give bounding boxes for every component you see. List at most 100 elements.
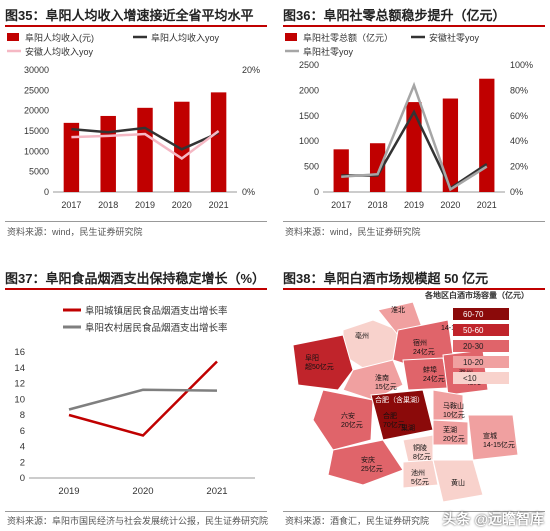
fig38-map-region-9 [432, 389, 464, 421]
fig35-ytick-2: 10000 [24, 146, 49, 156]
panel-fig37: 图37：阜阳食品烟酒支出保持稳定增长（%） 阜阳城镇居民食品烟酒支出增长率 阜阳农… [5, 268, 268, 530]
fig35-line-2 [71, 129, 220, 160]
fig35-y2tick-0: 0% [242, 187, 255, 197]
fig35-bar-1 [100, 115, 116, 192]
fig38-map-region-14 [402, 459, 439, 489]
fig35-title-rule [5, 25, 267, 27]
fig35-xtick-1: 2018 [98, 200, 118, 210]
fig37-ytick-7: 14 [14, 363, 25, 374]
panel-fig36: 图36：阜阳社零总额稳步提升（亿元） 阜阳社零总额（亿元） 安徽社零yoy 阜阳社零… [283, 5, 545, 237]
fig38-region-name-9: 合肥 [383, 411, 397, 420]
fig38-region-name-8: 六安 [341, 411, 355, 420]
fig35-ytick-4: 20000 [24, 106, 49, 116]
fig36-legend-label-1: 安徽社零yoy [429, 32, 480, 43]
fig36-y2tick-3: 60% [510, 111, 528, 121]
fig38-map-region-5 [402, 357, 449, 391]
fig35-bar-4 [210, 92, 227, 192]
fig36-title: 图36：阜阳社零总额稳步提升（亿元） [283, 8, 506, 23]
fig38-region-value-9: 70亿元 [383, 420, 405, 429]
fig36-ytick-0: 0 [314, 187, 319, 197]
fig38-map-region-13 [327, 439, 404, 486]
fig38-map-region-3 [292, 334, 354, 391]
fig37-title-rule [5, 288, 267, 290]
fig38-region-name-2: 宿州 [413, 338, 427, 347]
fig38-source-rule [283, 511, 545, 512]
fig36-ytick-4: 2000 [299, 85, 319, 95]
watermark: 头条 @远瞻智库 [442, 511, 544, 527]
fig35-ytick-1: 5000 [29, 167, 49, 177]
fig36-bar-3 [442, 98, 459, 192]
fig36-title-rule [283, 25, 545, 27]
fig35-legend-label-1: 阜阳人均收入yoy [151, 32, 220, 43]
fig37-ytick-5: 10 [14, 394, 25, 405]
fig38-center-label: 合肥（含巢湖） [375, 395, 424, 404]
fig38-region-value-8: 20亿元 [341, 420, 363, 429]
fig36-xtick-0: 2017 [331, 200, 351, 210]
fig37-line-1 [68, 388, 218, 411]
fig38-legend-swatch-4 [453, 372, 509, 384]
fig35-xtick-0: 2017 [61, 200, 81, 210]
fig36-y2tick-5: 100% [510, 60, 533, 70]
fig37-ytick-6: 12 [14, 379, 25, 390]
fig35-bar-2 [137, 107, 153, 192]
fig38-map: 淮北亳州宿州24亿元14-15亿元阜阳超50亿元蚌埠24亿元淮南15亿元滁州25… [292, 290, 529, 503]
fig38-legend-title: 各地区白酒市场容量（亿元） [424, 290, 529, 300]
fig35-ytick-3: 15000 [24, 126, 49, 136]
fig38-map-region-7 [312, 389, 374, 451]
fig38-region-name-17: 巢湖 [401, 423, 415, 432]
fig36-legend-label-2: 阜阳社零yoy [303, 46, 354, 57]
fig38-legend-swatch-2 [453, 340, 509, 352]
fig38-region-value-10: 10亿元 [443, 410, 465, 419]
fig36-y2tick-2: 40% [510, 136, 528, 146]
fig38-region-name-14: 安庆 [361, 455, 375, 464]
fig38-region-name-15: 池州 [411, 468, 425, 477]
fig36-xtick-4: 2021 [477, 200, 497, 210]
fig38-region-name-11: 芜湖 [443, 425, 457, 434]
fig38-region-value-13: 8亿元 [413, 452, 431, 461]
fig36-bar-4 [479, 78, 495, 192]
fig38-source: 资料来源：酒食汇，民生证券研究院 [285, 516, 430, 526]
fig38-region-value-11: 20亿元 [443, 434, 465, 443]
fig38-map-region-15 [432, 459, 484, 503]
fig36-chart: 阜阳社零总额（亿元） 安徽社零yoy 阜阳社零yoy 0 500 1000 1500 2000… [285, 32, 533, 210]
fig38-region-name-12: 宣城 [483, 431, 497, 440]
fig36-source-rule [283, 221, 545, 222]
fig36-ytick-2: 1000 [299, 136, 319, 146]
fig38-region-name-1: 亳州 [355, 331, 369, 340]
fig37-ytick-4: 8 [20, 410, 25, 421]
fig36-y2tick-0: 0% [510, 187, 523, 197]
fig36-y2tick-1: 20% [510, 162, 528, 172]
fig36-bar-1 [369, 143, 386, 192]
fig37-title: 图37：阜阳食品烟酒支出保持稳定增长（%） [5, 271, 266, 286]
fig35-ytick-5: 25000 [24, 85, 49, 95]
fig36-xtick-2: 2019 [404, 200, 424, 210]
fig38-region-value-15: 5亿元 [411, 477, 429, 486]
fig37-xtick-1: 2020 [132, 486, 153, 497]
fig35-ytick-6: 30000 [24, 65, 49, 75]
fig35-bar-3 [174, 101, 190, 192]
fig36-bar-0 [333, 149, 349, 192]
fig36-xtick-1: 2018 [368, 200, 388, 210]
fig35-source-rule [5, 221, 267, 222]
fig37-ytick-2: 4 [20, 442, 25, 453]
fig36-ytick-3: 1500 [299, 111, 319, 121]
fig38-map-region-11 [467, 414, 519, 461]
fig38-region-name-10: 马鞍山 [443, 401, 464, 410]
fig37-xtick-2: 2021 [206, 486, 227, 497]
fig35-xtick-4: 2021 [209, 200, 229, 210]
fig38-region-name-16: 黄山 [451, 478, 465, 487]
fig37-source-rule [5, 511, 267, 512]
fig38-legend-label-3: 10-20 [463, 358, 484, 367]
fig36-ytick-5: 2500 [299, 60, 319, 70]
fig38-legend-label-2: 20-30 [463, 342, 484, 351]
fig38-legend-swatch-3 [453, 356, 509, 368]
fig38-region-value-5: 24亿元 [423, 374, 445, 383]
fig37-legend-label-1: 阜阳农村居民食品烟酒支出增长率 [85, 322, 228, 334]
fig35-legend-label-2: 安徽人均收入yoy [25, 46, 94, 57]
fig37-xtick-0: 2019 [58, 486, 79, 497]
fig35-xtick-2: 2019 [135, 200, 155, 210]
fig36-y2tick-4: 80% [510, 85, 528, 95]
fig37-ytick-1: 2 [20, 457, 25, 468]
fig38-legend-swatch-0 [453, 308, 509, 320]
